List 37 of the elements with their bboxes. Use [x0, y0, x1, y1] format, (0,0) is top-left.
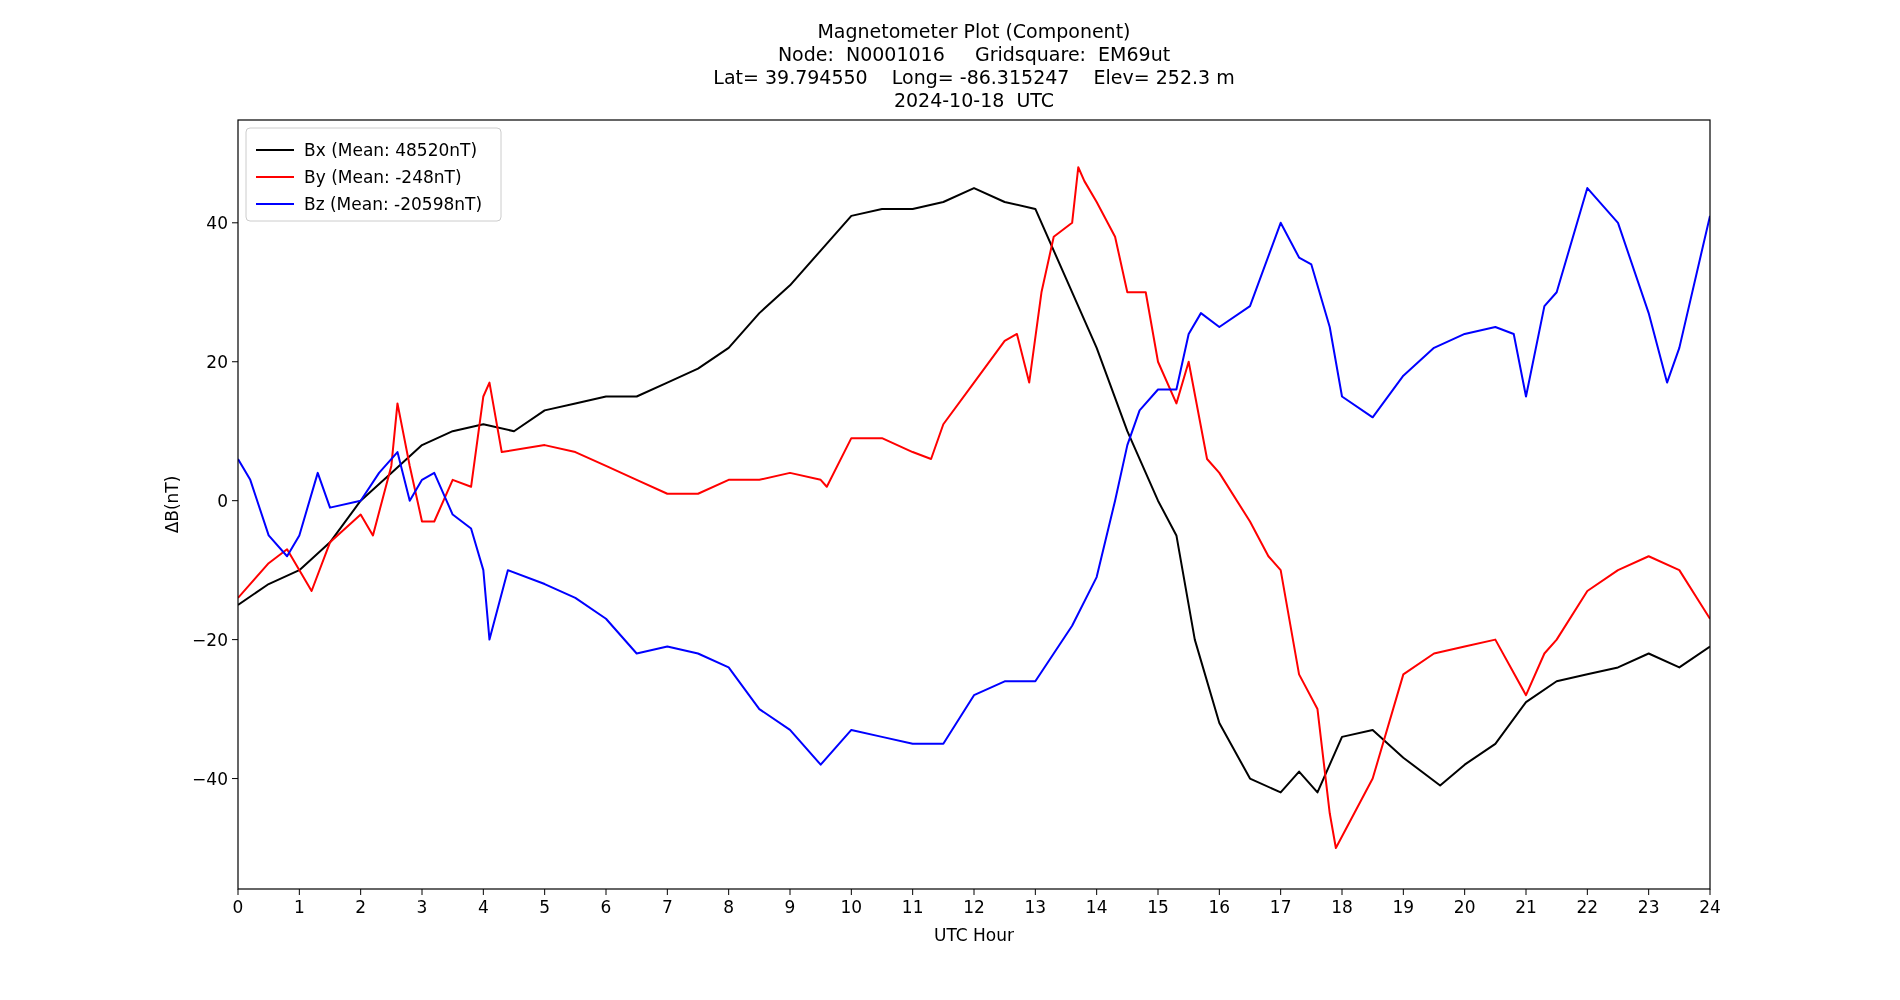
x-tick-label: 8 — [723, 897, 735, 917]
legend-label: Bz (Mean: -20598nT) — [304, 194, 483, 214]
x-tick-label: 2 — [355, 897, 367, 917]
x-axis-title: UTC Hour — [933, 925, 1015, 945]
x-tick-label: 0 — [232, 897, 244, 917]
x-tick-label: 11 — [901, 897, 924, 917]
x-tick-label: 17 — [1269, 897, 1292, 917]
y-tick-label: −40 — [192, 768, 228, 789]
legend-label: By (Mean: -248nT) — [304, 167, 462, 187]
chart-subtitle: Node: N0001016 Gridsquare: EM69ut Lat= 39.794550 Long= -86.315247 Elev= 252.3 m 2024-10-18 UTC — [713, 43, 1235, 111]
y-tick-label: 0 — [217, 490, 228, 511]
x-tick-label: 10 — [840, 897, 863, 917]
x-tick-label: 15 — [1147, 897, 1169, 917]
x-tick-label: 3 — [416, 897, 428, 917]
x-tick-label: 16 — [1208, 897, 1231, 917]
x-tick-label: 20 — [1453, 897, 1476, 917]
x-tick-label: 7 — [661, 897, 673, 917]
x-tick-label: 22 — [1576, 897, 1599, 917]
y-axis-title: ΔB(nT) — [162, 475, 182, 534]
x-tick-label: 13 — [1024, 897, 1047, 917]
legend-label: Bx (Mean: 48520nT) — [304, 140, 478, 160]
x-tick-label: 4 — [477, 897, 489, 917]
y-tick-label: 20 — [206, 351, 228, 372]
x-tick-label: 14 — [1085, 897, 1108, 917]
x-tick-label: 23 — [1637, 897, 1660, 917]
x-tick-label: 21 — [1515, 897, 1537, 917]
x-tick-label: 24 — [1699, 897, 1721, 917]
y-tick-label: −20 — [192, 629, 228, 650]
x-tick-label: 1 — [293, 897, 305, 917]
x-tick-label: 5 — [539, 897, 551, 917]
x-tick-label: 9 — [784, 897, 796, 917]
x-tick-label: 18 — [1331, 897, 1353, 917]
x-tick-label: 12 — [963, 897, 985, 917]
x-tick-label: 19 — [1392, 897, 1415, 917]
y-tick-label: 40 — [206, 212, 228, 233]
chart-title: Magnetometer Plot (Component) — [817, 20, 1131, 42]
x-tick-label: 6 — [600, 897, 612, 917]
